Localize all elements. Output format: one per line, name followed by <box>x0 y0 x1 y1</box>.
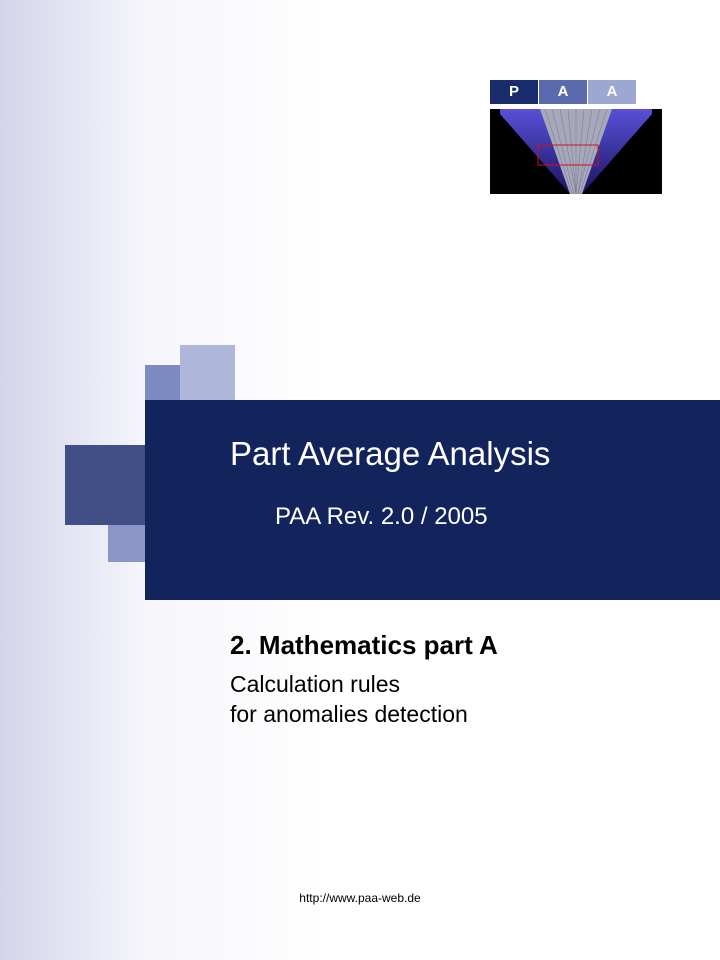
title-main: Part Average Analysis <box>230 435 720 473</box>
logo-letters: P A A <box>490 80 665 104</box>
logo-decorative-image <box>490 109 662 194</box>
logo-area: P A A <box>490 80 665 194</box>
deco-square-2 <box>180 345 235 400</box>
section-heading: 2. Mathematics part A <box>230 630 498 661</box>
deco-square-4 <box>108 525 145 562</box>
section-line1: Calculation rules <box>230 671 400 697</box>
logo-letter-a2: A <box>588 80 636 104</box>
logo-letter-a1: A <box>539 80 587 104</box>
title-bar: Part Average Analysis PAA Rev. 2.0 / 200… <box>145 400 720 600</box>
title-sub: PAA Rev. 2.0 / 2005 <box>275 503 720 531</box>
deco-square-3 <box>65 445 145 525</box>
section-body: Calculation rules for anomalies detectio… <box>230 670 468 730</box>
logo-letter-p: P <box>490 80 538 104</box>
deco-square-1 <box>145 365 180 400</box>
footer-url: http://www.paa-web.de <box>0 891 720 905</box>
section-line2: for anomalies detection <box>230 701 468 727</box>
